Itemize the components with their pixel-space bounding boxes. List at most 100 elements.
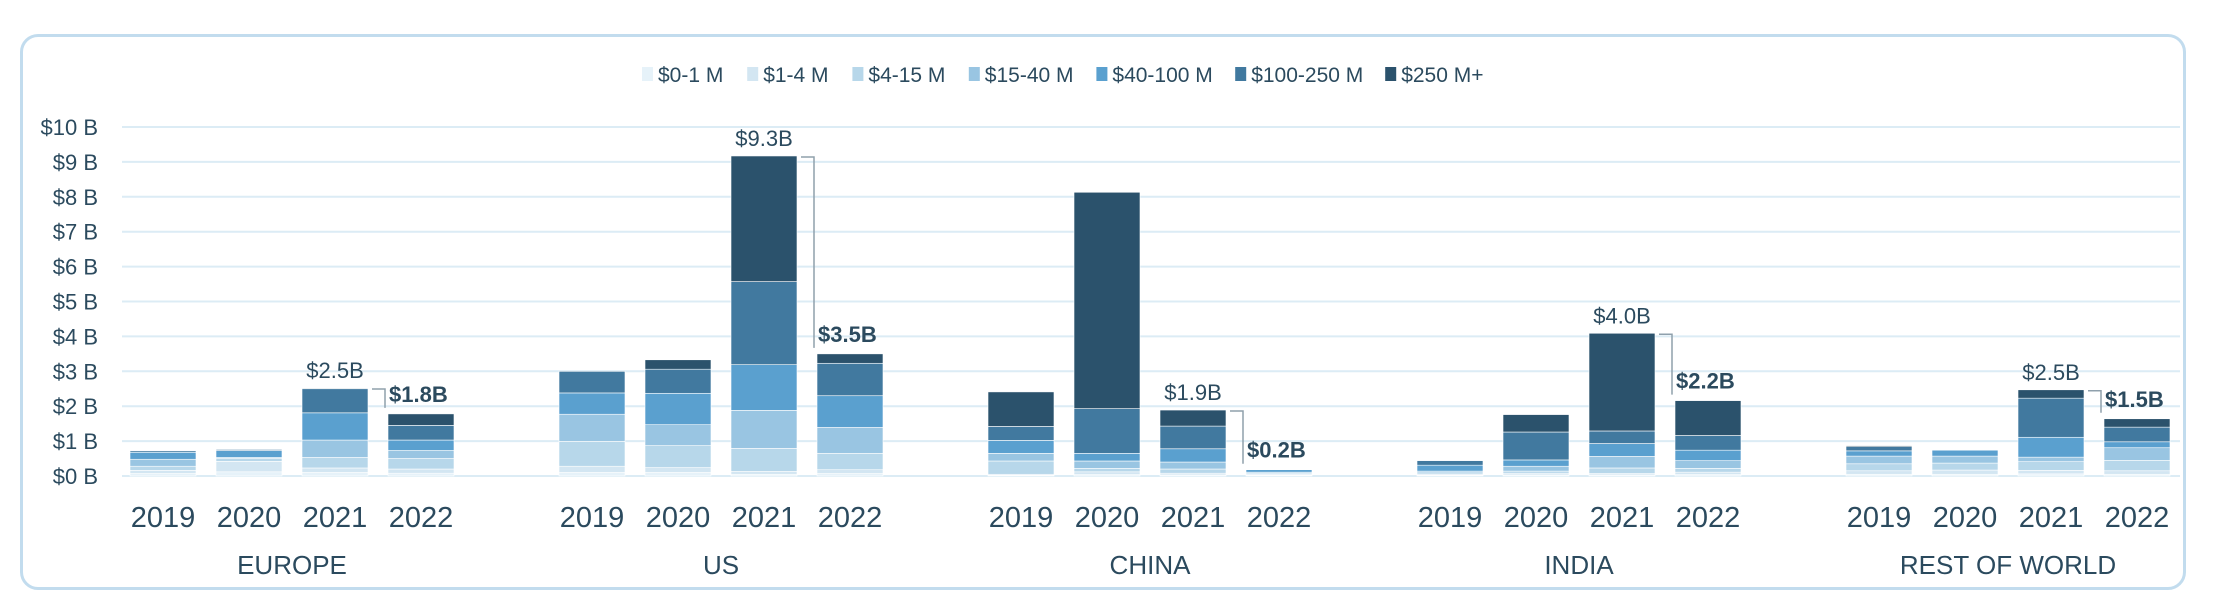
- change-bracket: [372, 388, 386, 408]
- x-year-label: 2022: [389, 502, 454, 534]
- x-year-label: 2020: [1075, 502, 1140, 534]
- legend-swatch: [747, 67, 759, 81]
- bar-segment: [1502, 431, 1570, 461]
- bar-segment: [2017, 461, 2085, 471]
- total-label-2022: $0.2B: [1247, 438, 1306, 463]
- x-year-label: 2019: [1418, 502, 1483, 534]
- bar-segment: [558, 392, 626, 415]
- bar-segment: [1245, 469, 1313, 473]
- total-label-2022: $1.8B: [389, 382, 448, 407]
- bar-segment: [1845, 455, 1913, 465]
- bar-segment: [558, 441, 626, 467]
- total-label-2021: $1.9B: [1164, 380, 1222, 405]
- region-label: CHINA: [1110, 550, 1192, 580]
- region-label: EUROPE: [237, 550, 347, 580]
- bar-segment: [301, 457, 369, 469]
- x-year-label: 2019: [989, 502, 1054, 534]
- bar-segment: [387, 413, 455, 426]
- bar-segment: [1674, 400, 1742, 436]
- bar-segment: [129, 470, 197, 474]
- bar-segment: [1931, 449, 1999, 457]
- bar-segment: [730, 448, 798, 472]
- change-bracket: [1230, 410, 1244, 464]
- bar-segment: [1502, 459, 1570, 467]
- bar-segment: [1073, 408, 1141, 454]
- bar-segment: [816, 473, 884, 477]
- bar-segment: [730, 281, 798, 365]
- y-tick-label: $2 B: [53, 394, 98, 419]
- bar-segment: [129, 451, 197, 460]
- x-year-label: 2021: [732, 502, 797, 534]
- y-tick-label: $4 B: [53, 324, 98, 349]
- bar-segment: [558, 465, 626, 473]
- bar-segment: [301, 412, 369, 441]
- y-tick-label: $7 B: [53, 220, 98, 245]
- bar-segment: [1159, 461, 1227, 470]
- bar-segment: [1159, 425, 1227, 450]
- bar-segment: [1588, 430, 1656, 444]
- bar-segment: [1931, 462, 1999, 471]
- bar-segment: [301, 388, 369, 414]
- bar-segment: [987, 440, 1055, 454]
- bar-segment: [816, 362, 884, 397]
- x-year-label: 2022: [1676, 502, 1741, 534]
- bar-segment: [730, 155, 798, 282]
- legend-label: $40-100 M: [1112, 64, 1212, 87]
- bar-segment: [644, 359, 712, 370]
- total-label-2021: $2.5B: [306, 358, 364, 383]
- change-bracket: [801, 156, 815, 348]
- bar-segment: [816, 395, 884, 428]
- total-label-2021: $2.5B: [2022, 360, 2080, 385]
- bar-segment: [2103, 418, 2171, 428]
- bar-segment: [2103, 470, 2171, 475]
- x-year-label: 2020: [1933, 502, 1998, 534]
- change-bracket: [2088, 390, 2102, 413]
- x-year-label: 2021: [303, 502, 368, 534]
- y-tick-label: $6 B: [53, 255, 98, 280]
- bar-segment: [1674, 435, 1742, 451]
- bar-segment: [1416, 464, 1484, 472]
- x-year-label: 2022: [1247, 502, 1312, 534]
- legend-label: $0-1 M: [658, 64, 723, 87]
- bar-segment: [1674, 460, 1742, 469]
- bar-segment: [215, 458, 283, 462]
- legend-label: $15-40 M: [985, 64, 1074, 87]
- bar-segment: [644, 445, 712, 468]
- bar-segment: [644, 424, 712, 446]
- bar-segment: [387, 468, 455, 474]
- bar-segment: [129, 473, 197, 477]
- region-label: US: [703, 550, 739, 580]
- total-label-2022: $2.2B: [1676, 369, 1735, 394]
- bar-segment: [215, 450, 283, 458]
- legend-swatch: [968, 67, 980, 81]
- bar-segment: [730, 410, 798, 449]
- legend-label: $250 M+: [1401, 64, 1483, 87]
- bar-segment: [129, 450, 197, 453]
- bar-segment: [1073, 468, 1141, 473]
- bar-segment: [1674, 449, 1742, 461]
- x-year-label: 2020: [217, 502, 282, 534]
- bar-segment: [1159, 448, 1227, 463]
- legend-swatch: [1235, 67, 1247, 81]
- bar-segment: [1588, 456, 1656, 469]
- x-year-label: 2019: [131, 502, 196, 534]
- y-tick-label: $9 B: [53, 150, 98, 175]
- y-tick-label: $3 B: [53, 359, 98, 384]
- bar-segment: [301, 472, 369, 477]
- bar-segment: [1931, 469, 1999, 475]
- legend-swatch: [852, 67, 864, 81]
- bar-segment: [558, 413, 626, 442]
- bar-segment: [1073, 460, 1141, 469]
- bar-segment: [1674, 471, 1742, 475]
- bar-segment: [987, 453, 1055, 462]
- y-tick-label: $1 B: [53, 429, 98, 454]
- y-tick-label: $0 B: [53, 464, 98, 489]
- change-bracket: [1659, 333, 1673, 395]
- bar-segment: [1159, 468, 1227, 474]
- bar-segment: [2017, 389, 2085, 399]
- bar-segment: [2103, 426, 2171, 443]
- bar-segment: [1674, 468, 1742, 473]
- bar-segment: [387, 458, 455, 470]
- legend-label: $1-4 M: [763, 64, 828, 87]
